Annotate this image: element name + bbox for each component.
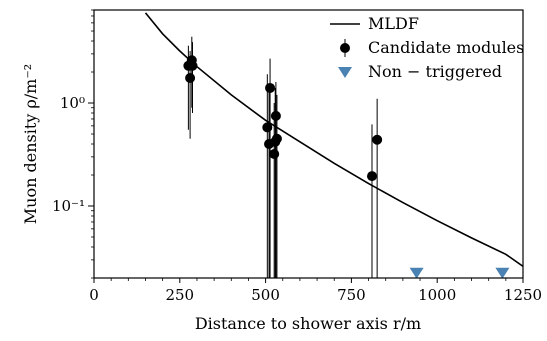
x-axis-label: Distance to shower axis r/m <box>195 314 421 333</box>
candidate-point <box>265 82 276 93</box>
legend-label: MLDF <box>368 14 419 33</box>
x-tick-label: 250 <box>165 286 194 304</box>
x-tick-label: 0 <box>89 286 99 304</box>
candidate-point <box>372 134 383 145</box>
candidate-point <box>187 60 198 71</box>
legend-non-triggered-marker <box>338 67 352 78</box>
legend-candidate-marker <box>340 43 350 53</box>
candidate-point <box>271 133 282 144</box>
x-tick-label: 750 <box>337 286 366 304</box>
legend: MLDF Candidate modules Non − triggered <box>330 14 524 81</box>
candidate-point <box>270 110 281 121</box>
candidate-point <box>262 122 273 133</box>
x-axis: 0 250 500 750 1000 1250 <box>89 278 542 304</box>
non-triggered-marker <box>495 267 510 278</box>
candidate-point <box>366 171 377 182</box>
y-axis: 10⁻¹ 10⁰ <box>52 9 94 279</box>
legend-label: Non − triggered <box>368 62 502 81</box>
plot-area <box>144 12 523 278</box>
x-tick-label: 1000 <box>418 286 456 304</box>
x-tick-label: 1250 <box>504 286 542 304</box>
y-tick-label: 10⁰ <box>60 94 85 112</box>
mldf-line <box>144 12 523 267</box>
candidate-point <box>269 148 280 159</box>
y-tick-label: 10⁻¹ <box>52 197 85 215</box>
candidate-point <box>185 72 196 83</box>
y-axis-label: Muon density ρ/m⁻² <box>21 64 40 224</box>
legend-label: Candidate modules <box>368 38 524 57</box>
x-tick-label: 500 <box>251 286 280 304</box>
non-triggered-marker <box>409 267 424 278</box>
